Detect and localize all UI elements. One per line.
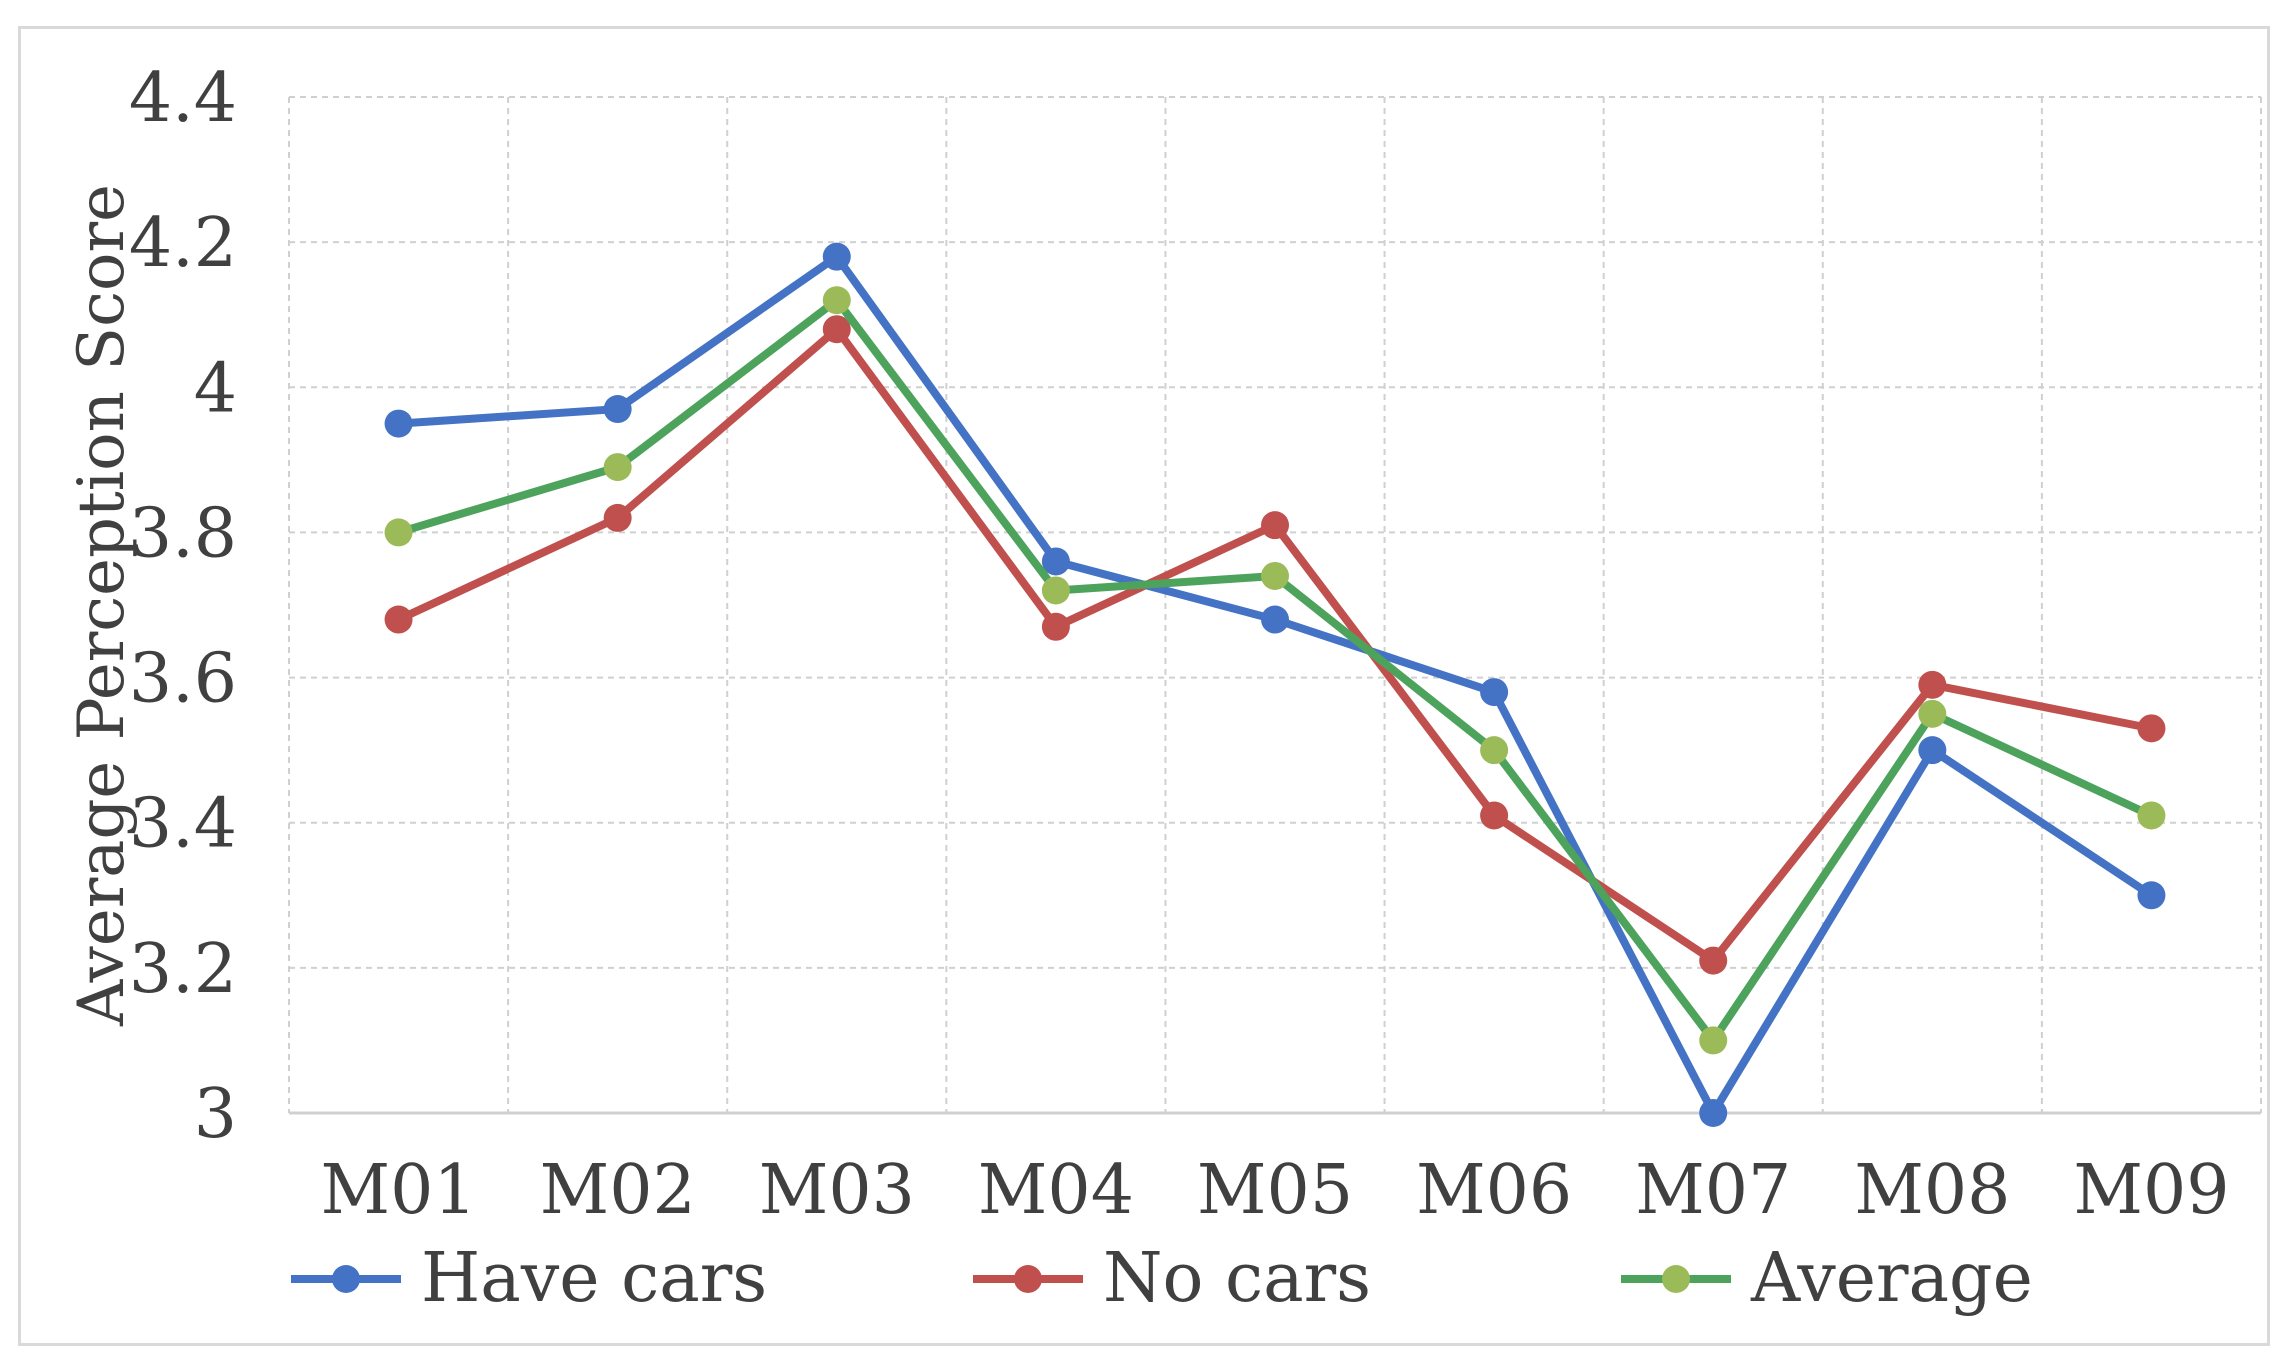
y-tick-label: 3.2: [129, 930, 237, 1009]
x-tick-label: M05: [1197, 1151, 1353, 1230]
data-point: [2137, 714, 2166, 743]
data-point: [1041, 612, 1070, 641]
y-tick-label: 3.8: [129, 494, 237, 573]
data-point: [1480, 736, 1509, 765]
data-point: [1261, 605, 1289, 634]
data-point: [603, 503, 632, 532]
x-tick-label: M02: [540, 1151, 696, 1230]
data-point: [384, 409, 413, 438]
data-point: [603, 453, 632, 482]
legend-swatch-marker: [1662, 1265, 1690, 1293]
chart-frame: 3 3.2 3.4 3.6 3.8 4 4.2 4.4 M01 M02 M03 M04 M05 M06 M…: [18, 26, 2270, 1346]
legend-item: Have cars: [291, 1239, 767, 1318]
y-tick-label: 3: [194, 1075, 237, 1154]
legend-swatch-marker: [1014, 1265, 1042, 1293]
data-point: [384, 605, 413, 634]
data-point: [1041, 547, 1070, 576]
data-point: [603, 395, 632, 424]
data-point: [2137, 881, 2166, 910]
data-point: [1699, 1026, 1728, 1055]
legend-label: Average: [1750, 1239, 2033, 1318]
y-tick-label: 4.4: [129, 59, 237, 138]
data-point: [1699, 1099, 1728, 1127]
x-tick-label: M09: [2073, 1151, 2229, 1230]
legend-label: No cars: [1103, 1239, 1371, 1318]
series-line: [394, 325, 2156, 965]
legend-label: Have cars: [421, 1239, 767, 1318]
data-point: [1918, 736, 1947, 765]
y-tick-label: 3.6: [129, 640, 237, 719]
x-tick-label: M07: [1635, 1151, 1791, 1230]
legend-swatch-marker: [332, 1265, 360, 1293]
data-point: [384, 518, 413, 547]
grid: [288, 96, 2262, 1115]
data-point: [1699, 946, 1728, 975]
data-point: [822, 242, 851, 271]
data-point: [822, 315, 851, 344]
y-axis-title: Average Perception Score: [65, 184, 139, 1027]
data-point: [1041, 576, 1070, 605]
legend: Have cars No cars Average: [291, 1239, 2033, 1318]
x-axis-ticks: M01 M02 M03 M04 M05 M06 M07 M08 M09: [320, 1151, 2229, 1230]
data-point: [1480, 801, 1509, 830]
y-tick-label: 4: [194, 349, 237, 428]
data-point: [1918, 699, 1947, 728]
series-line: [394, 296, 2156, 1045]
series-have-cars: [384, 242, 2166, 1127]
series: [384, 242, 2166, 1127]
x-tick-label: M03: [759, 1151, 915, 1230]
y-tick-label: 4.2: [129, 204, 237, 283]
data-point: [2137, 801, 2166, 830]
y-axis-ticks: 3 3.2 3.4 3.6 3.8 4 4.2 4.4: [129, 59, 237, 1154]
series-line: [394, 252, 2156, 1117]
x-tick-label: M04: [978, 1151, 1134, 1230]
data-point: [1261, 561, 1289, 590]
data-point: [1480, 678, 1509, 707]
series-average: [384, 286, 2166, 1055]
x-tick-label: M01: [320, 1151, 476, 1230]
x-tick-label: M06: [1416, 1151, 1572, 1230]
line-chart: 33.23.43.63.844.24.4 M01 M02 M03 M04 M05 M06 M…: [65, 59, 2262, 1318]
series-no-cars: [384, 315, 2166, 975]
legend-item: No cars: [973, 1239, 1371, 1318]
data-point: [1918, 670, 1947, 699]
legend-item: Average: [1621, 1239, 2033, 1318]
data-point: [1261, 511, 1289, 540]
x-tick-label: M08: [1854, 1151, 2010, 1230]
y-tick-label: 3.4: [129, 785, 237, 864]
data-point: [822, 286, 851, 315]
